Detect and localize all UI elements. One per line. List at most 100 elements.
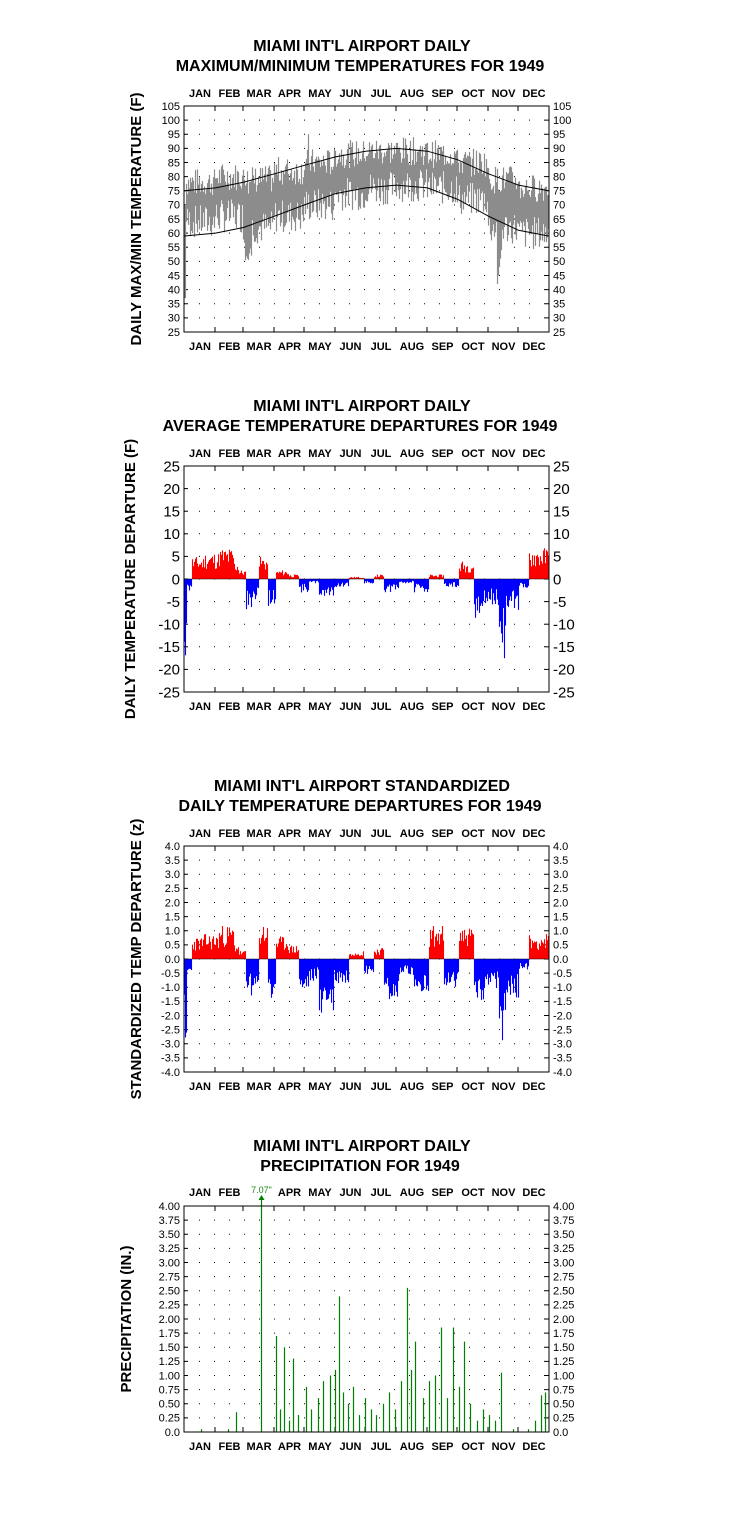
y-tick-label-right: -1.5 (553, 996, 572, 1008)
y-tick-label-right: 0.50 (553, 1399, 574, 1411)
y-tick-label-left: 3.50 (159, 1229, 180, 1241)
chart-stddep: MIAMI INT'L AIRPORT STANDARDIZED DAILY TE… (128, 778, 572, 1099)
y-tick-label-left: 95 (168, 129, 180, 141)
month-label-bottom: AUG (400, 1441, 424, 1453)
month-label-top: OCT (461, 448, 485, 460)
month-label-top: DEC (522, 1187, 545, 1199)
y-tick-label-left: 0.0 (165, 1427, 180, 1439)
month-label-bottom: OCT (461, 701, 485, 713)
month-label-bottom: MAY (308, 341, 332, 353)
month-label-top: FEB (219, 828, 241, 840)
y-tick-label-right: 4.0 (553, 841, 568, 853)
y-tick-label-left: -0.5 (161, 968, 180, 980)
y-tick-label-left: -2.0 (161, 1010, 180, 1022)
month-label-bottom: JUN (339, 701, 361, 713)
y-tick-label-left: 1.0 (165, 926, 180, 938)
month-label-bottom: JAN (189, 701, 211, 713)
month-label-top: JUN (339, 88, 361, 100)
y-tick-label-right: 95 (553, 129, 565, 141)
y-tick-label-left: 2.00 (159, 1314, 180, 1326)
y-tick-label-right: 3.0 (553, 869, 568, 881)
y-tick-label-left: 80 (168, 171, 180, 183)
month-label-top: DEC (522, 88, 545, 100)
chart-title-line-1: MIAMI INT'L AIRPORT STANDARDIZED (214, 778, 510, 795)
y-tick-label-left: 0 (172, 571, 180, 588)
y-tick-label-left: 55 (168, 242, 180, 254)
y-tick-label-left: -5 (167, 594, 180, 611)
month-label-bottom: AUG (400, 701, 424, 713)
y-tick-label-left: 2.25 (159, 1300, 180, 1312)
month-label-bottom: JAN (189, 341, 211, 353)
y-tick-label-left: 50 (168, 256, 180, 268)
month-label-top: APR (278, 88, 301, 100)
month-label-top: AUG (400, 88, 424, 100)
month-label-bottom: DEC (522, 341, 545, 353)
y-tick-label-right: 0.0 (553, 954, 568, 966)
chart-title-line-1: MIAMI INT'L AIRPORT DAILY (253, 1138, 471, 1155)
plot-frame (183, 845, 550, 1073)
y-tick-label-right: 3.00 (553, 1257, 574, 1269)
y-tick-label-right: 35 (553, 299, 565, 311)
month-label-top: MAR (246, 88, 271, 100)
month-label-top: SEP (431, 88, 453, 100)
y-tick-label-right: 0.75 (553, 1384, 574, 1396)
chart-title-line-1: MIAMI INT'L AIRPORT DAILY (253, 398, 471, 415)
y-tick-label-right: 5 (553, 549, 561, 566)
y-tick-label-left: 3.0 (165, 869, 180, 881)
month-label-top: APR (278, 1187, 301, 1199)
precip-overflow-arrow (258, 1195, 265, 1200)
month-label-top: OCT (461, 1187, 485, 1199)
y-tick-label-left: 3.25 (159, 1243, 180, 1255)
month-label-bottom: FEB (219, 701, 241, 713)
month-label-bottom: JAN (189, 1441, 211, 1453)
y-tick-label-right: 2.00 (553, 1314, 574, 1326)
month-label-bottom: MAY (308, 701, 332, 713)
month-label-top: MAY (308, 828, 332, 840)
y-tick-label-right: 2.0 (553, 897, 568, 909)
month-label-bottom: SEP (431, 1441, 453, 1453)
month-label-bottom: JUL (371, 1081, 392, 1093)
y-tick-label-right: 10 (553, 526, 570, 543)
y-tick-label-left: 3.75 (159, 1215, 180, 1227)
y-tick-label-right: -4.0 (553, 1067, 572, 1079)
month-label-bottom: OCT (461, 341, 485, 353)
y-tick-label-left: -2.5 (161, 1024, 180, 1036)
chart-precip: MIAMI INT'L AIRPORT DAILY PRECIPITATION F… (118, 1138, 574, 1453)
y-tick-label-right: 85 (553, 157, 565, 169)
month-label-bottom: MAR (246, 1081, 271, 1093)
month-label-top: OCT (461, 828, 485, 840)
month-label-bottom: SEP (431, 341, 453, 353)
month-label-top: SEP (431, 1187, 453, 1199)
month-label-top: MAY (308, 1187, 332, 1199)
month-label-top: JUN (339, 448, 361, 460)
y-tick-label-left: 85 (168, 157, 180, 169)
y-tick-label-right: 75 (553, 186, 565, 198)
y-tick-label-right: 100 (553, 115, 571, 127)
month-label-bottom: NOV (492, 701, 517, 713)
y-tick-label-left: 45 (168, 270, 180, 282)
y-tick-label-left: 0.25 (159, 1413, 180, 1425)
month-label-bottom: MAR (246, 1441, 271, 1453)
y-axis-label: DAILY TEMPERATURE DEPARTURE (F) (122, 439, 139, 719)
normal-min-line (184, 184, 549, 237)
month-label-bottom: MAY (308, 1081, 332, 1093)
chart-maxmin: MIAMI INT'L AIRPORT DAILY MAXIMUM/MINIMUM… (128, 38, 571, 353)
month-label-top: FEB (219, 448, 241, 460)
month-label-top: MAY (308, 448, 332, 460)
y-tick-label-right: -0.5 (553, 968, 572, 980)
month-label-top: JUL (371, 1187, 392, 1199)
y-tick-label-left: 1.5 (165, 911, 180, 923)
month-label-top: APR (278, 448, 301, 460)
month-label-top: NOV (492, 88, 517, 100)
y-axis-label: DAILY MAX/MIN TEMPERATURE (F) (128, 92, 145, 345)
y-tick-label-right: 4.00 (553, 1201, 574, 1213)
y-tick-label-right: 70 (553, 200, 565, 212)
y-tick-label-left: 0.0 (165, 954, 180, 966)
month-label-top: SEP (431, 448, 453, 460)
y-tick-label-left: -15 (158, 639, 180, 656)
month-label-top: AUG (400, 828, 424, 840)
month-label-top: FEB (219, 88, 241, 100)
month-label-bottom: AUG (400, 341, 424, 353)
chart-title-line-1: MIAMI INT'L AIRPORT DAILY (253, 38, 471, 55)
y-tick-label-right: 1.0 (553, 926, 568, 938)
